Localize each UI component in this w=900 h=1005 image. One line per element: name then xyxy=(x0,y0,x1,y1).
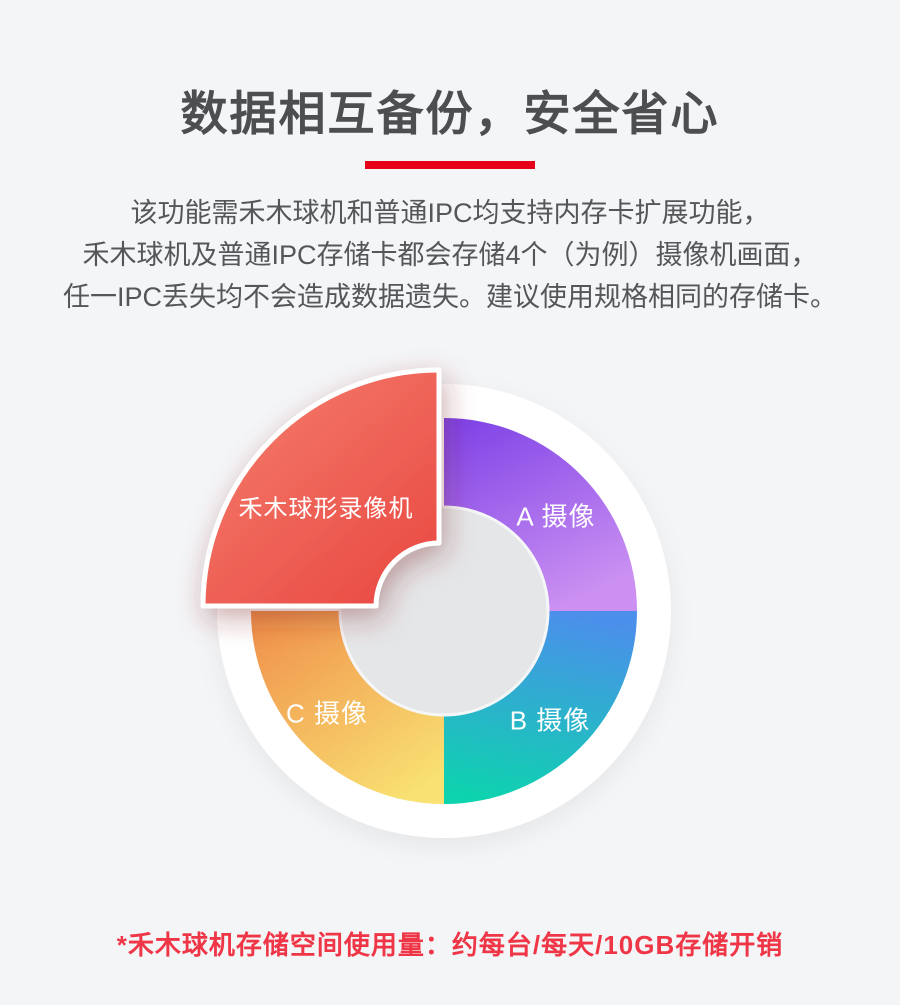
slice-label-b: B 摄像 xyxy=(509,705,591,736)
slice-c-camera xyxy=(251,611,444,804)
chart-svg xyxy=(200,367,671,838)
footnote: *禾木球机存储空间使用量：约每台/每天/10GB存储开销 xyxy=(116,930,784,960)
description-line: 该功能需禾木球机和普通IPC均支持内存卡扩展功能， xyxy=(130,198,770,228)
slice-label-a: A 摄像 xyxy=(516,501,596,532)
page-title: 数据相互备份，安全省心 xyxy=(180,87,720,140)
slice-b-camera xyxy=(444,611,637,804)
slice-a-camera xyxy=(444,418,637,611)
slice-label-c: C 摄像 xyxy=(285,698,369,729)
description-line: 任一IPC丢失均不会造成数据遗失。建议使用规格相同的存储卡。 xyxy=(62,282,837,312)
title-underline xyxy=(365,161,535,169)
slice-hemu-recorder xyxy=(200,367,442,609)
description: 该功能需禾木球机和普通IPC均支持内存卡扩展功能， 禾木球机及普通IPC存储卡都… xyxy=(0,192,900,318)
donut-chart: 禾木球形录像机 A 摄像 B 摄像 C 摄像 xyxy=(0,340,900,920)
description-line: 禾木球机及普通IPC存储卡都会存储4个（为例）摄像机画面， xyxy=(82,240,818,270)
slice-label-hemu: 禾木球形录像机 xyxy=(238,495,414,523)
